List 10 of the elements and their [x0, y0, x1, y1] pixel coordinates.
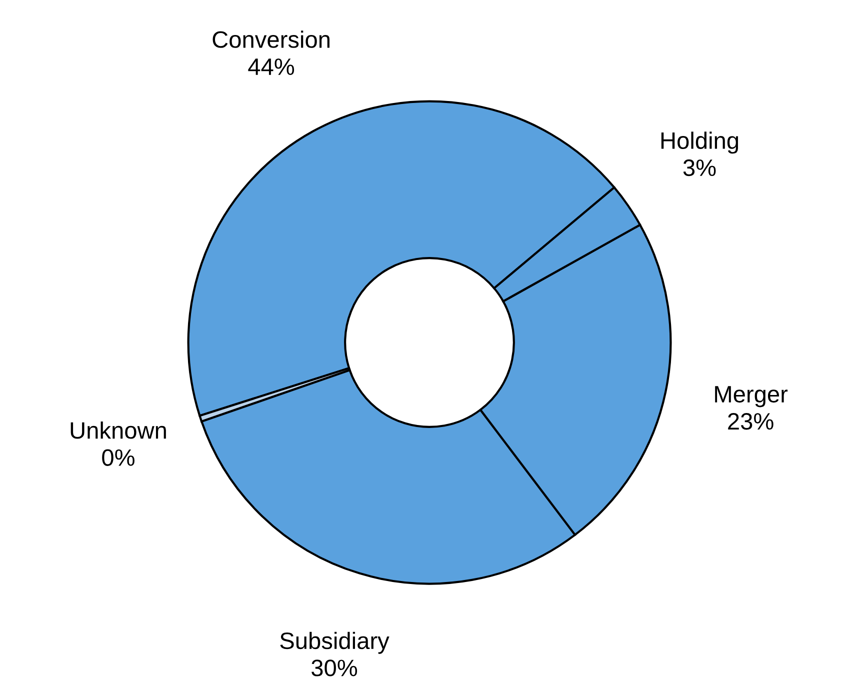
data-label: 44%: [248, 58, 294, 75]
data-label: 23%: [728, 412, 774, 430]
slice-label: Conversion: [212, 30, 330, 48]
data-label: 3%: [683, 159, 716, 176]
slice-label: Subsidiary: [280, 632, 390, 654]
data-label: 30%: [312, 660, 358, 676]
slice-label: Holding: [661, 132, 738, 154]
data-label: 0%: [102, 449, 134, 466]
slice-label: Merger: [715, 386, 788, 408]
slice-label: Unknown: [70, 421, 166, 439]
